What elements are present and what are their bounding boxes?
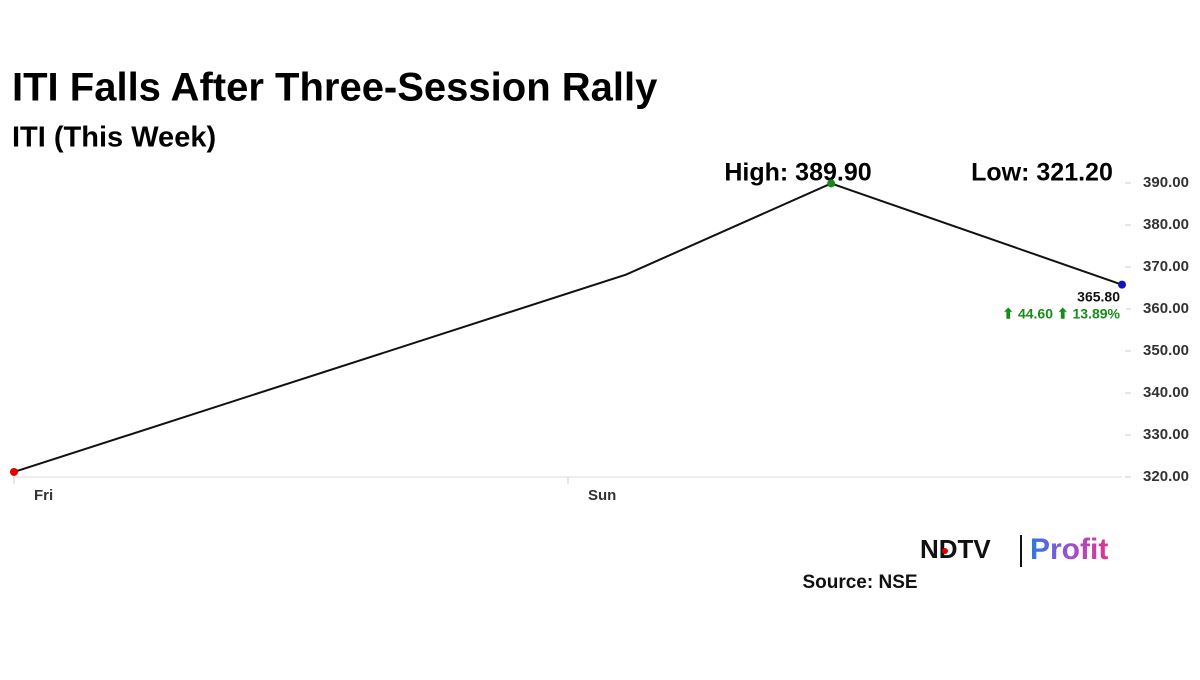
logo-brand: NDTV: [920, 534, 991, 564]
y-tick-label: 340.00: [1143, 384, 1189, 401]
point: [827, 179, 836, 188]
point: [1118, 280, 1126, 289]
point: [10, 467, 18, 476]
chart-subtitle: ITI (This Week): [12, 122, 216, 154]
y-tick-label: 320.00: [1143, 468, 1189, 485]
change-label: ⬆ 44.60 ⬆ 13.89%: [1002, 305, 1120, 321]
value-label: 365.80: [1077, 288, 1120, 304]
y-tick-label: 330.00: [1143, 426, 1189, 443]
x-tick-label: Fri: [34, 487, 53, 504]
y-tick-label: 390.00: [1143, 174, 1189, 191]
y-tick-label: 350.00: [1143, 342, 1189, 359]
y-tick-label: 380.00: [1143, 216, 1189, 233]
logo-dot: [942, 548, 948, 554]
high-annotation: High: 389.90: [724, 159, 871, 187]
logo-product: Profit: [1030, 533, 1108, 566]
label-bg: [1026, 288, 1126, 325]
source: Source: NSE: [802, 572, 917, 593]
y-tick-label: 360.00: [1143, 300, 1189, 317]
line: [13, 182, 1123, 473]
chart-title: ITI Falls After Three-Session Rally: [12, 66, 658, 110]
low-annotation: Low: 321.20: [971, 159, 1113, 187]
y-tick-label: 370.00: [1143, 258, 1189, 275]
x-tick-label: Sun: [588, 487, 616, 504]
